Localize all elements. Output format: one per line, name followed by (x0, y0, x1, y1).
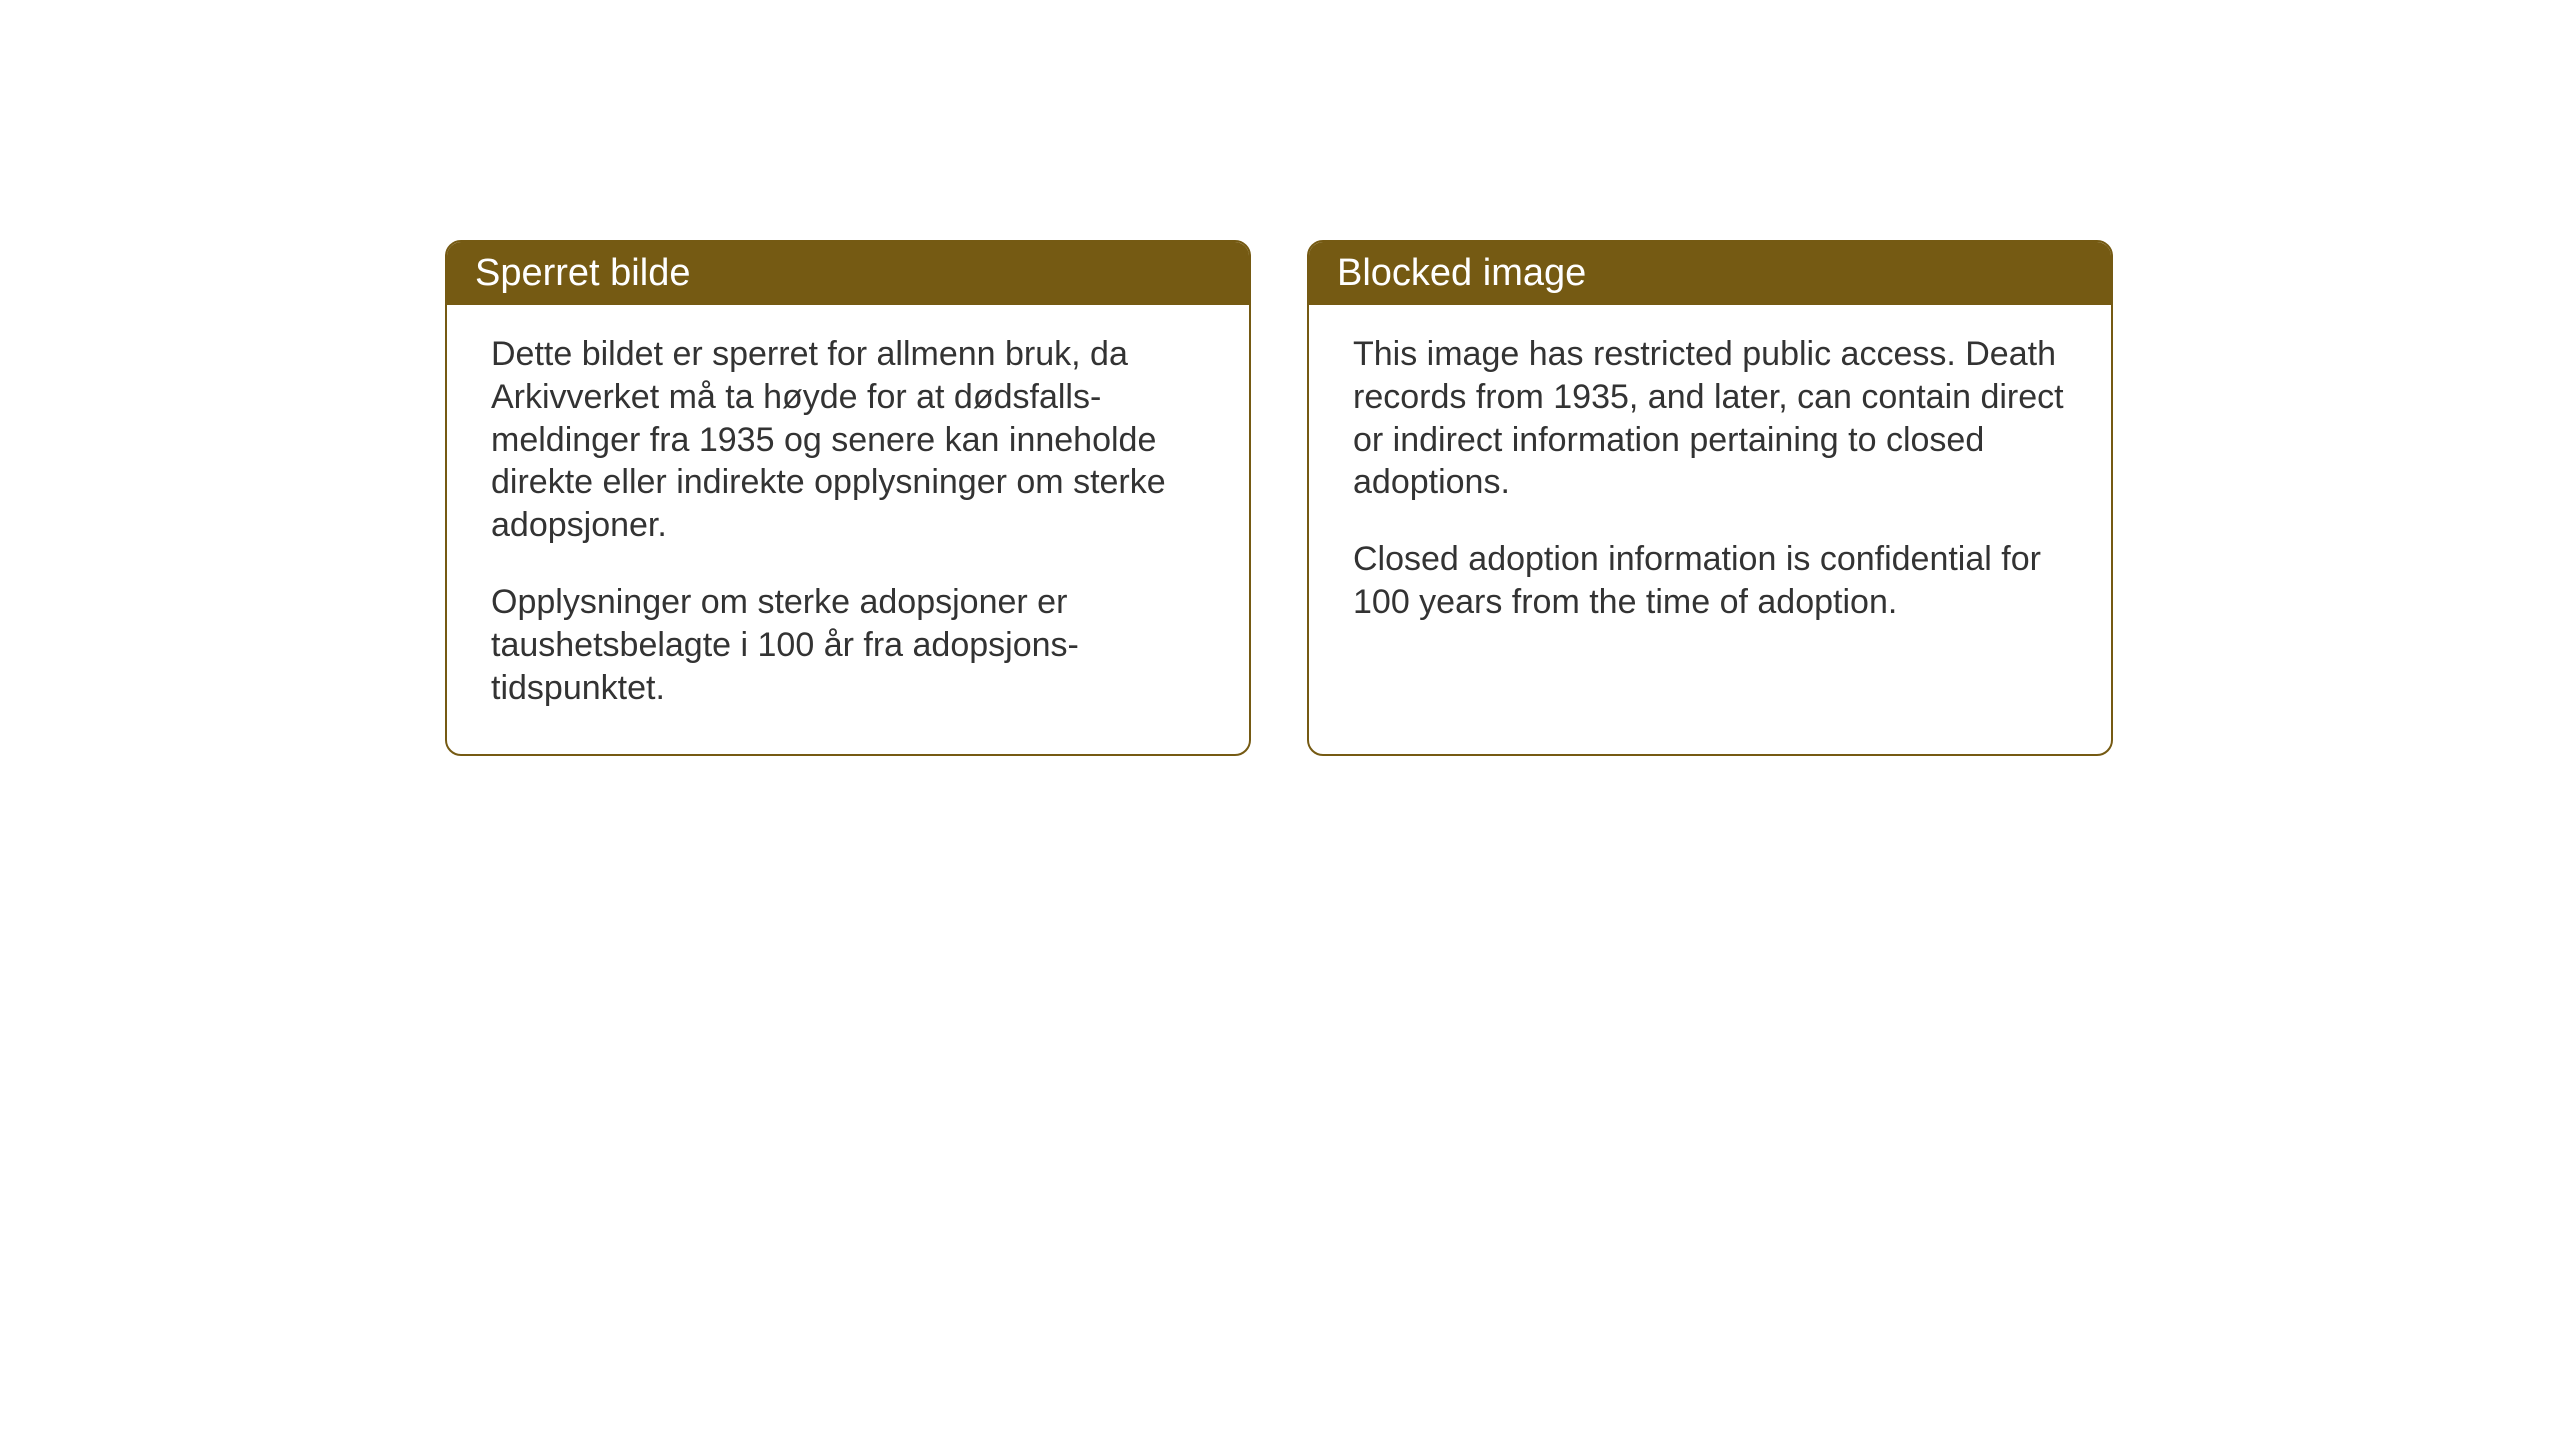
card-body-english: This image has restricted public access.… (1309, 305, 2111, 735)
notice-card-english: Blocked image This image has restricted … (1307, 240, 2113, 756)
card-paragraph: Dette bildet er sperret for allmenn bruk… (491, 333, 1205, 547)
card-header-norwegian: Sperret bilde (447, 242, 1249, 305)
card-title: Sperret bilde (475, 252, 690, 294)
notice-card-norwegian: Sperret bilde Dette bildet er sperret fo… (445, 240, 1251, 756)
card-header-english: Blocked image (1309, 242, 2111, 305)
card-paragraph: Opplysninger om sterke adopsjoner er tau… (491, 581, 1205, 709)
card-paragraph: This image has restricted public access.… (1353, 333, 2067, 504)
card-body-norwegian: Dette bildet er sperret for allmenn bruk… (447, 305, 1249, 754)
card-paragraph: Closed adoption information is confident… (1353, 538, 2067, 624)
card-title: Blocked image (1337, 252, 1586, 294)
notice-container: Sperret bilde Dette bildet er sperret fo… (445, 240, 2113, 756)
